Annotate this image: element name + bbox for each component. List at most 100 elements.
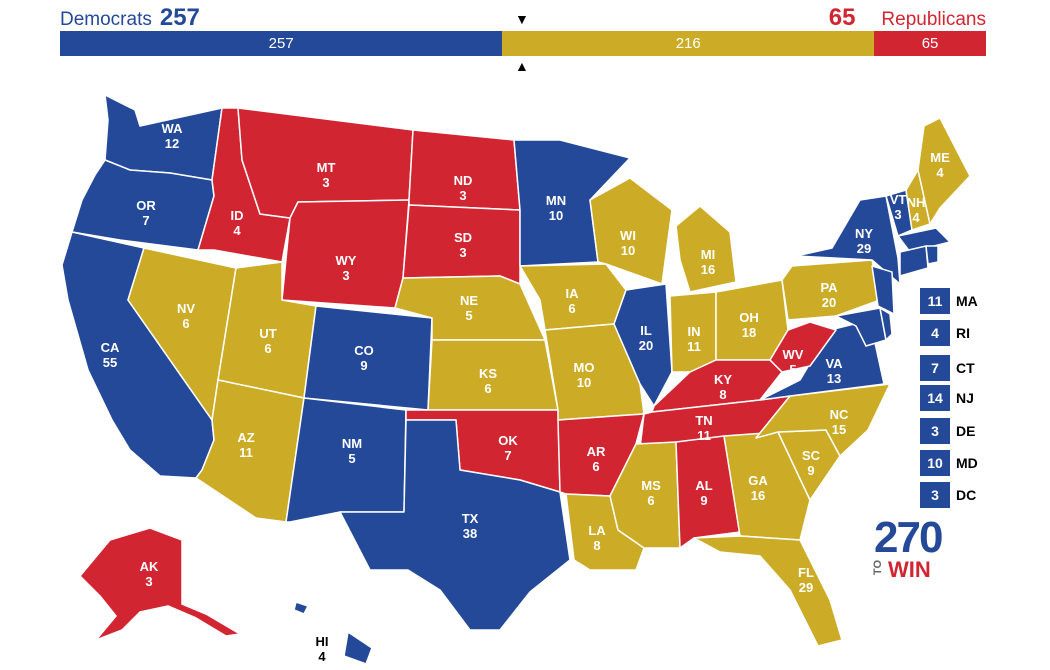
small-state-code-MD: MD — [956, 455, 978, 471]
state-NY[interactable] — [795, 195, 901, 285]
state-ev-IL: 20 — [639, 338, 653, 353]
state-label-KS: KS — [479, 366, 497, 381]
state-label-NC: NC — [830, 407, 849, 422]
state-ev-AR: 6 — [592, 459, 599, 474]
state-ev-AK: 3 — [145, 574, 152, 589]
small-state-ev-DE[interactable]: 3 — [920, 418, 950, 444]
small-state-code-RI: RI — [956, 325, 970, 341]
state-ev-WY: 3 — [342, 268, 349, 283]
state-label-IN: IN — [688, 324, 701, 339]
state-label-VT: VT — [890, 192, 907, 207]
state-ev-VT: 3 — [894, 207, 901, 222]
state-label-NH: NH — [907, 195, 926, 210]
state-ev-AZ: 11 — [239, 445, 253, 460]
state-CO[interactable] — [303, 305, 433, 411]
state-label-MO: MO — [574, 360, 595, 375]
state-ev-NH: 4 — [912, 210, 920, 225]
small-state-row-RI[interactable]: 4 RI — [920, 320, 970, 346]
state-ev-AL: 9 — [700, 493, 707, 508]
state-ev-GA: 16 — [751, 488, 765, 503]
state-AL[interactable] — [675, 435, 741, 549]
state-label-MI: MI — [701, 247, 715, 262]
270towin-logo: 270 TO WIN — [872, 516, 944, 584]
state-ev-SD: 3 — [459, 245, 466, 260]
state-label-TN: TN — [695, 413, 712, 428]
state-label-CO: CO — [354, 343, 374, 358]
logo-win: WIN — [888, 557, 931, 582]
state-label-NM: NM — [342, 436, 362, 451]
small-state-ev-MA[interactable]: 11 — [920, 288, 950, 314]
republicans-header: 65 Republicans — [829, 4, 986, 32]
small-state-row-MD[interactable]: 10 MD — [920, 450, 978, 476]
democrats-header: Democrats 257 — [60, 4, 200, 32]
democrats-total: 257 — [159, 4, 200, 31]
small-state-ev-MD[interactable]: 10 — [920, 450, 950, 476]
state-TX[interactable] — [339, 419, 571, 631]
state-label-WY: WY — [336, 253, 357, 268]
state-ev-NC: 15 — [832, 422, 846, 437]
state-HI-island[interactable] — [343, 631, 373, 665]
state-ME[interactable] — [917, 117, 971, 225]
bar-segment-tossup[interactable]: 216 — [502, 31, 875, 56]
state-label-NE: NE — [460, 293, 478, 308]
state-ev-NV: 6 — [182, 316, 189, 331]
state-RI[interactable] — [925, 245, 939, 265]
small-state-ev-DC[interactable]: 3 — [920, 482, 950, 508]
state-ev-LA: 8 — [593, 538, 600, 553]
small-state-ev-RI[interactable]: 4 — [920, 320, 950, 346]
state-MA[interactable] — [897, 227, 951, 253]
state-MI[interactable] — [675, 205, 737, 293]
state-label-AK: AK — [140, 559, 159, 574]
state-label-GA: GA — [748, 473, 768, 488]
state-ev-MI: 16 — [701, 262, 715, 277]
state-WV[interactable] — [769, 321, 837, 373]
state-NM[interactable] — [285, 397, 407, 523]
state-label-WV: WV — [783, 347, 804, 362]
state-label-ME: ME — [930, 150, 950, 165]
state-label-IA: IA — [566, 286, 580, 301]
state-label-NV: NV — [177, 301, 195, 316]
small-state-row-NJ[interactable]: 14 NJ — [920, 385, 974, 411]
state-CT[interactable] — [899, 245, 929, 277]
state-ev-WV: 5 — [789, 362, 796, 377]
small-state-code-CT: CT — [956, 360, 975, 376]
state-ev-NE: 5 — [465, 308, 472, 323]
state-label-FL: FL — [798, 565, 814, 580]
state-ev-HI: 4 — [318, 649, 326, 664]
small-state-row-DC[interactable]: 3 DC — [920, 482, 976, 508]
state-ev-OR: 7 — [142, 213, 149, 228]
state-label-WA: WA — [162, 121, 184, 136]
small-state-ev-NJ[interactable]: 14 — [920, 385, 950, 411]
state-label-IL: IL — [640, 323, 652, 338]
state-label-LA: LA — [588, 523, 606, 538]
small-state-row-MA[interactable]: 11 MA — [920, 288, 978, 314]
state-ev-UT: 6 — [264, 341, 271, 356]
bar-segment-democrat[interactable]: 257 — [60, 31, 503, 56]
state-NJ[interactable] — [871, 265, 895, 315]
electoral-vote-bar: 257 216 65 — [60, 31, 986, 56]
state-DE[interactable] — [879, 307, 893, 341]
state-FL[interactable] — [693, 535, 843, 647]
state-HI[interactable] — [293, 601, 309, 615]
state-ev-CO: 9 — [360, 358, 367, 373]
state-ev-PA: 20 — [822, 295, 836, 310]
state-MD[interactable] — [835, 307, 887, 347]
small-state-code-DE: DE — [956, 423, 976, 439]
state-label-VA: VA — [825, 356, 843, 371]
state-ev-TN: 11 — [697, 428, 711, 443]
small-state-code-MA: MA — [956, 293, 978, 309]
state-ev-IN: 11 — [687, 339, 701, 354]
state-ev-TX: 38 — [463, 526, 477, 541]
state-label-WI: WI — [620, 228, 636, 243]
state-ev-WA: 12 — [165, 136, 179, 151]
small-state-ev-CT[interactable]: 7 — [920, 355, 950, 381]
state-label-AR: AR — [587, 444, 606, 459]
state-ev-MN: 10 — [549, 208, 563, 223]
bar-segment-republican[interactable]: 65 — [874, 31, 986, 56]
small-state-row-DE[interactable]: 3 DE — [920, 418, 975, 444]
state-label-KY: KY — [714, 372, 732, 387]
state-AK[interactable] — [79, 527, 241, 641]
state-ev-ND: 3 — [459, 188, 466, 203]
small-state-row-CT[interactable]: 7 CT — [920, 355, 975, 381]
